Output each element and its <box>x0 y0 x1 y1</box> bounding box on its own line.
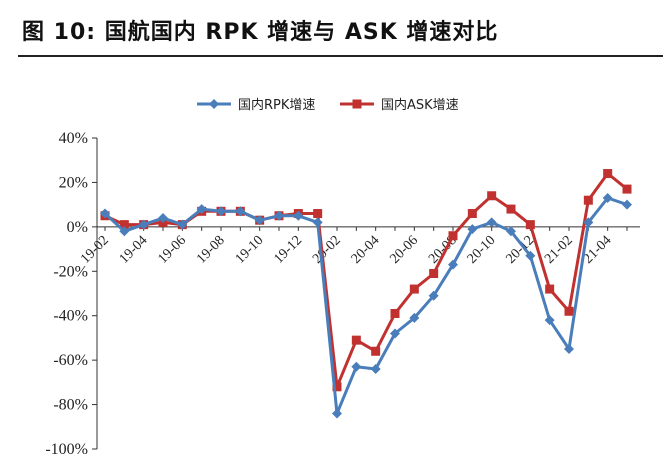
data-point <box>235 206 246 217</box>
y-tick-label: 20% <box>59 174 88 191</box>
data-point <box>525 250 536 261</box>
data-point <box>370 364 381 375</box>
y-tick-label: -40% <box>53 308 88 325</box>
data-point <box>351 335 361 345</box>
data-point <box>487 191 497 201</box>
legend-item: 国内RPK增速 <box>197 97 315 113</box>
data-point <box>525 220 535 230</box>
data-point <box>428 290 439 301</box>
x-tick-label: 20-10 <box>465 233 499 267</box>
data-point <box>313 209 323 219</box>
legend-item: 国内ASK增速 <box>340 97 459 113</box>
data-point <box>448 231 458 241</box>
x-tick-label: 19-04 <box>117 233 151 267</box>
title-divider <box>18 55 663 57</box>
legend-marker <box>352 99 362 109</box>
data-point <box>583 195 593 205</box>
data-point <box>429 269 439 279</box>
data-point <box>312 217 323 228</box>
data-point <box>583 217 594 228</box>
y-tick-label: -100% <box>45 441 88 458</box>
x-tick-label: 19-12 <box>271 233 305 267</box>
y-axis-ticks: 40% 20% 0% -20% -40% -60% -80% -100% <box>45 130 97 458</box>
data-point <box>351 361 362 372</box>
data-point <box>254 215 265 226</box>
y-tick-label: -80% <box>53 397 88 414</box>
data-point <box>409 284 419 294</box>
series-0 <box>100 192 632 419</box>
series-layer <box>100 169 632 419</box>
data-point <box>119 220 129 230</box>
y-tick-label: 40% <box>59 130 88 147</box>
data-point <box>100 208 110 219</box>
data-point <box>332 408 342 419</box>
x-tick-label: 19-08 <box>194 233 228 267</box>
data-point <box>158 212 168 223</box>
series-line <box>103 196 628 415</box>
x-tick-label: 19-06 <box>155 233 189 267</box>
data-point <box>467 224 478 235</box>
data-point <box>216 206 226 217</box>
data-point <box>602 192 613 203</box>
data-point <box>564 306 574 316</box>
x-tick-label: 19-10 <box>233 233 267 267</box>
data-point <box>467 209 477 219</box>
data-point <box>390 308 400 318</box>
data-point <box>564 344 574 355</box>
x-tick-label: 21-02 <box>542 233 576 267</box>
data-point <box>622 199 632 210</box>
series-line <box>104 172 628 389</box>
x-axis-ticks: 19-02 19-04 19-06 19-08 19-10 19-12 20-02 20-04… <box>78 226 628 267</box>
x-tick-label: 20-02 <box>310 233 344 267</box>
x-tick-label: 20-04 <box>349 233 383 267</box>
data-point <box>177 219 188 230</box>
data-point <box>506 204 516 214</box>
data-point <box>409 312 420 323</box>
data-point <box>486 217 497 228</box>
data-point <box>293 210 304 221</box>
data-point <box>390 328 400 339</box>
x-tick-label: 19-02 <box>78 233 112 267</box>
axes <box>96 138 640 449</box>
data-point <box>371 346 381 356</box>
legend-marker <box>209 99 219 109</box>
data-point <box>274 210 284 221</box>
x-tick-label: 20-06 <box>387 233 421 267</box>
legend-label: 国内ASK增速 <box>381 97 459 113</box>
data-point <box>603 169 613 179</box>
data-point <box>196 204 207 215</box>
legend-label: 国内RPK增速 <box>238 97 315 113</box>
data-point <box>332 382 342 392</box>
data-point <box>544 315 555 326</box>
data-point <box>545 284 555 294</box>
y-tick-label: 0% <box>67 219 88 236</box>
series-1 <box>100 169 632 392</box>
y-tick-label: -20% <box>53 263 88 280</box>
figure-title: 图 10: 国航国内 RPK 增速与 ASK 增速对比 <box>22 20 499 45</box>
data-point <box>622 184 632 194</box>
data-point <box>138 219 149 230</box>
legend: 国内RPK增速 国内ASK增速 <box>197 97 459 113</box>
data-point <box>506 226 516 237</box>
data-point <box>448 259 458 270</box>
y-tick-label: -60% <box>53 352 88 369</box>
data-point <box>119 226 130 237</box>
